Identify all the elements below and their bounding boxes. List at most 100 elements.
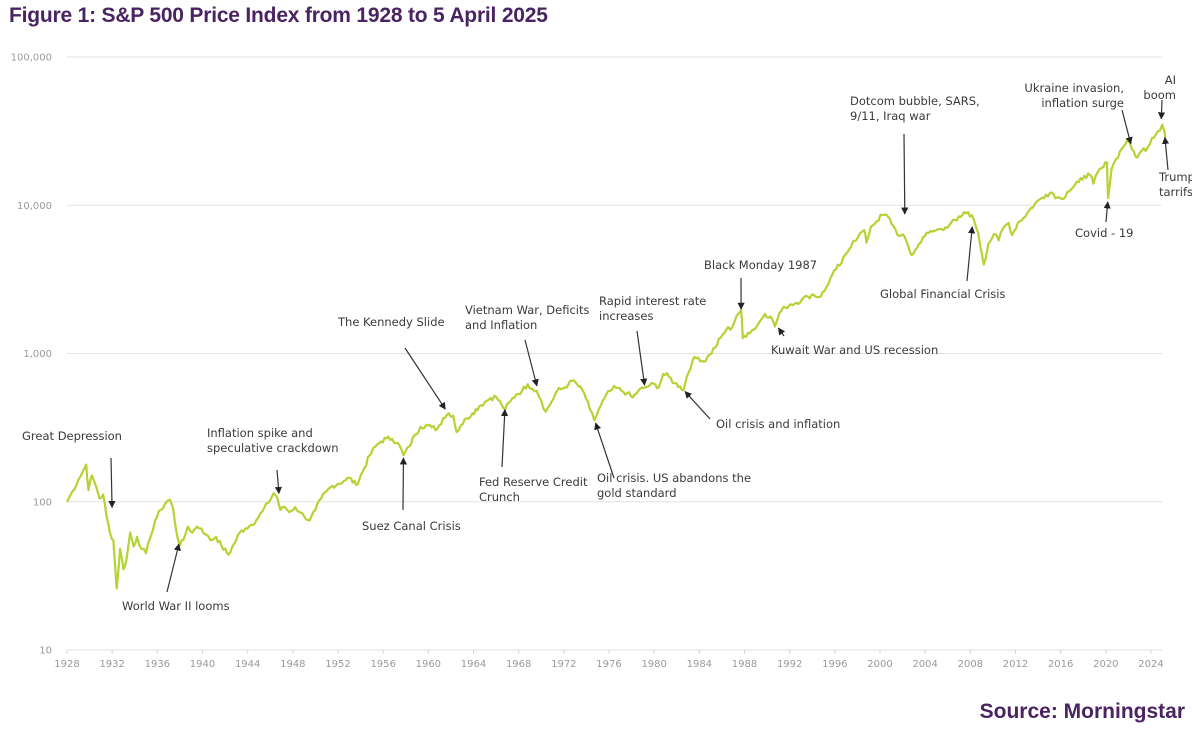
- annotation-line: AI: [1165, 73, 1176, 87]
- annotation-label: AI boom: [1143, 73, 1176, 102]
- annotation-line: Trump: [1158, 170, 1192, 184]
- x-tick-label: 1972: [551, 659, 576, 670]
- annotation-line: Great Depression: [22, 429, 122, 443]
- x-tick-label: 1952: [325, 659, 350, 670]
- annotation-line: speculative crackdown: [207, 441, 339, 455]
- x-tick-label: 1948: [280, 659, 305, 670]
- x-tick-label: 1940: [190, 659, 215, 670]
- series-line: [66, 123, 1167, 590]
- annotation-line: tarrifs: [1159, 185, 1192, 199]
- annotation: Oil crisis. US abandons the gold standard: [594, 422, 751, 500]
- x-tick-label: 2004: [912, 659, 937, 670]
- y-tick-label: 100: [33, 497, 52, 508]
- annotation-line: Oil crisis. US abandons the: [597, 471, 751, 485]
- annotation-line: Vietnam War, Deficits: [465, 303, 590, 317]
- x-tick-label: 1956: [370, 659, 395, 670]
- annotation-label: Rapid interest rate increases: [599, 294, 706, 323]
- annotation-line: Kuwait War and US recession: [771, 343, 938, 357]
- y-tick-label: 100,000: [11, 53, 52, 64]
- x-tick-label: 1976: [596, 659, 621, 670]
- annotation-line: gold standard: [597, 486, 677, 500]
- annotation: Dotcom bubble, SARS, 9/11, Iraq war: [850, 94, 980, 215]
- annotation: World War II looms: [122, 543, 230, 613]
- x-tick-label: 2024: [1138, 659, 1163, 670]
- annotation-line: Crunch: [479, 490, 520, 504]
- x-tick-label: 1960: [416, 659, 441, 670]
- arrow-icon: [1161, 136, 1170, 171]
- annotation: Oil crisis and inflation: [684, 391, 840, 431]
- gridlines: [67, 56, 1162, 651]
- annotation-label: Covid - 19: [1075, 226, 1133, 240]
- x-tick-label: 1964: [461, 659, 486, 670]
- annotation-label: Great Depression: [22, 429, 122, 443]
- annotation-label: Dotcom bubble, SARS, 9/11, Iraq war: [850, 94, 980, 123]
- x-tick-label: 2016: [1048, 659, 1073, 670]
- annotation-line: The Kennedy Slide: [337, 315, 445, 329]
- annotation-label: Inflation spike and speculative crackdown: [207, 426, 339, 455]
- annotation-label: Black Monday 1987: [704, 258, 817, 272]
- arrow-icon: [108, 457, 116, 509]
- annotation-line: and Inflation: [465, 318, 537, 332]
- arrow-icon: [684, 391, 711, 420]
- annotation-line: boom: [1143, 88, 1176, 102]
- x-tick-label: 2000: [867, 659, 892, 670]
- x-tick-label: 1936: [145, 659, 170, 670]
- annotation-line: World War II looms: [122, 599, 230, 613]
- annotation: Black Monday 1987: [704, 258, 817, 310]
- annotation-line: inflation surge: [1041, 96, 1124, 110]
- annotation-line: Oil crisis and inflation: [716, 417, 840, 431]
- x-tick-label: 1996: [822, 659, 847, 670]
- annotation: Inflation spike and speculative crackdown: [207, 426, 339, 495]
- arrow-icon: [1103, 201, 1111, 223]
- annotation-line: 9/11, Iraq war: [850, 109, 931, 123]
- annotation: Fed Reserve Credit Crunch: [479, 408, 588, 504]
- x-tick-label: 2020: [1093, 659, 1118, 670]
- annotation: Covid - 19: [1075, 201, 1133, 240]
- annotation-line: Covid - 19: [1075, 226, 1133, 240]
- source-note: Source: Morningstar: [979, 700, 1185, 723]
- annotation-label: World War II looms: [122, 599, 230, 613]
- y-axis: 10 100 1,000 10,000 100,000: [11, 53, 52, 657]
- arrow-icon: [777, 327, 786, 337]
- annotation: AI boom: [1143, 73, 1176, 120]
- x-axis: 1928 1932 1936 1940 1944 1948 1952 1956 1960 1964…: [54, 650, 1164, 670]
- arrow-icon: [966, 226, 976, 282]
- annotation-line: Ukraine invasion,: [1024, 81, 1124, 95]
- arrow-icon: [636, 330, 648, 386]
- annotation-line: Rapid interest rate: [599, 294, 706, 308]
- annotation-label: Kuwait War and US recession: [771, 343, 938, 357]
- annotations: Great Depression World War II looms Inflat…: [22, 73, 1192, 613]
- arrow-icon: [500, 408, 509, 468]
- y-tick-label: 10,000: [17, 201, 52, 212]
- annotation: Great Depression: [22, 429, 122, 509]
- annotation-line: Suez Canal Crisis: [362, 519, 461, 533]
- arrow-icon: [1121, 109, 1133, 145]
- x-tick-label: 1992: [777, 659, 802, 670]
- y-tick-label: 1,000: [23, 349, 52, 360]
- annotation-line: Inflation spike and: [207, 426, 313, 440]
- x-tick-label: 1928: [54, 659, 79, 670]
- annotation-label: Oil crisis. US abandons the gold standard: [597, 471, 751, 500]
- arrow-icon: [274, 469, 283, 495]
- arrow-icon: [594, 422, 615, 479]
- annotation: Rapid interest rate increases: [599, 294, 706, 386]
- x-tick-label: 1932: [99, 659, 124, 670]
- annotation-label: Trump tarrifs: [1158, 170, 1192, 199]
- x-tick-label: 1944: [235, 659, 260, 670]
- series-layer: [66, 123, 1167, 590]
- annotation: Global Financial Crisis: [880, 226, 1005, 301]
- annotation-label: Suez Canal Crisis: [362, 519, 461, 533]
- x-tick-label: 2012: [1003, 659, 1028, 670]
- annotation: Ukraine invasion, inflation surge: [1024, 81, 1133, 145]
- annotation-label: The Kennedy Slide: [337, 315, 445, 329]
- x-tick-label: 1980: [641, 659, 666, 670]
- annotation: The Kennedy Slide: [337, 315, 446, 410]
- arrow-icon: [524, 339, 539, 387]
- annotation: Suez Canal Crisis: [362, 457, 461, 533]
- annotation: Vietnam War, Deficits and Inflation: [465, 303, 590, 387]
- annotation-line: Dotcom bubble, SARS,: [850, 94, 980, 108]
- annotation-line: Global Financial Crisis: [880, 287, 1005, 301]
- x-tick-label: 1984: [687, 659, 712, 670]
- annotation: Kuwait War and US recession: [771, 327, 938, 357]
